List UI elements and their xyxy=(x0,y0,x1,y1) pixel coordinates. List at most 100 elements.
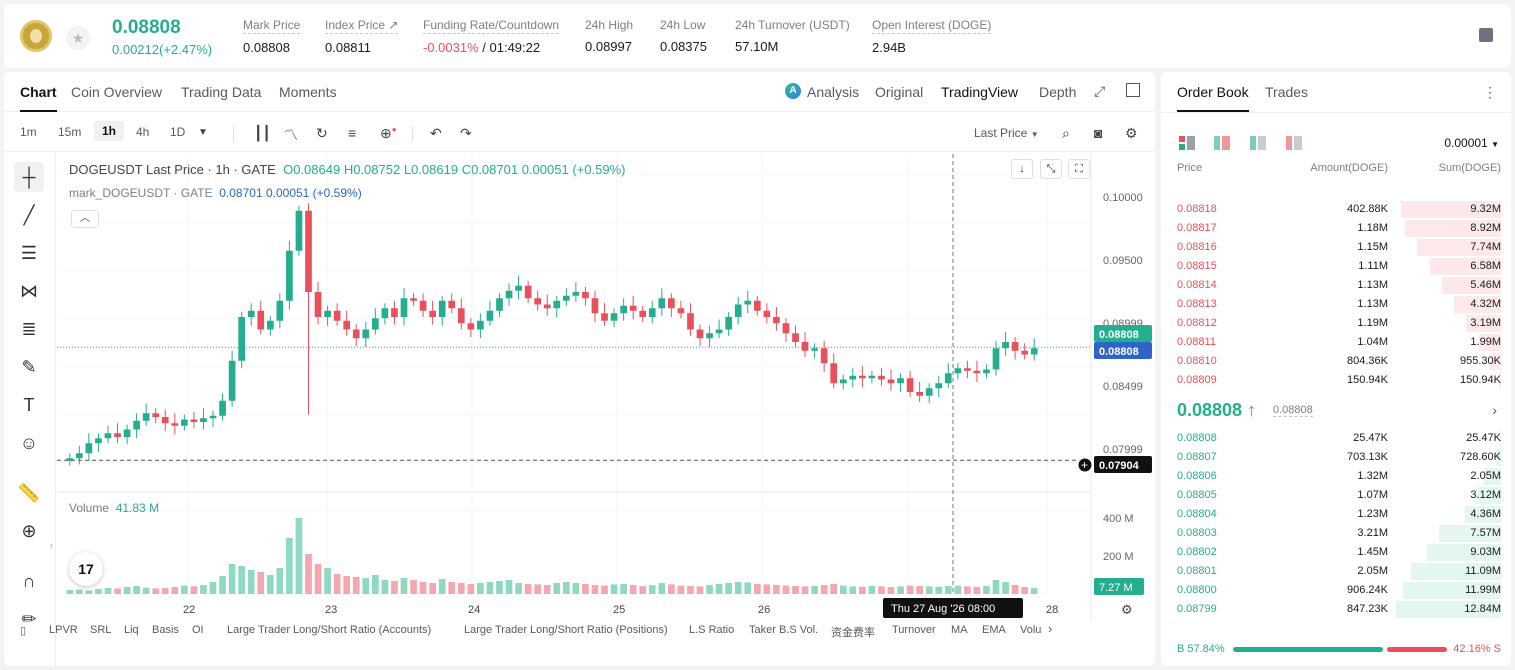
ask-row[interactable]: 0.08810 804.36K 955.30K xyxy=(1161,352,1511,371)
window-icon[interactable] xyxy=(1126,83,1140,97)
tab-coin-overview[interactable]: Coin Overview xyxy=(71,84,163,100)
templates-icon[interactable]: ≡ xyxy=(348,125,357,141)
bid-row[interactable]: 0.08806 1.32M 2.05M xyxy=(1161,467,1511,486)
ask-row[interactable]: 0.08815 1.11M 6.58M xyxy=(1161,257,1511,276)
text-icon[interactable]: T xyxy=(23,395,35,415)
price-source-select[interactable]: Last Price ▼ xyxy=(974,126,1039,140)
bid-row[interactable]: 0.08799 847.23K 12.84M xyxy=(1161,600,1511,619)
volume-bar xyxy=(983,586,990,594)
replay-icon[interactable]: ↻ xyxy=(316,125,328,141)
collapse-tools-icon[interactable]: ‹ xyxy=(50,540,53,550)
bid-row[interactable]: 0.08805 1.07M 3.12M xyxy=(1161,486,1511,505)
bid-row[interactable]: 0.08807 703.13K 728.60K xyxy=(1161,448,1511,467)
candle xyxy=(925,388,933,396)
expand-icon[interactable]: ⤢ xyxy=(1094,83,1106,99)
collapse-legend-button[interactable]: ︿ xyxy=(71,210,99,228)
timeframe-dropdown-icon[interactable]: ▼ xyxy=(198,127,208,138)
bid-row[interactable]: 0.08802 1.45M 9.03M xyxy=(1161,543,1511,562)
timeframe-4h[interactable]: 4h xyxy=(136,125,150,139)
tab-tradingview[interactable]: TradingView xyxy=(941,84,1019,100)
candle-type-icon[interactable]: ┃┃ xyxy=(254,125,271,141)
indicator-tab[interactable]: Volu xyxy=(1020,624,1042,636)
ruler-icon[interactable]: 📏 xyxy=(17,483,41,503)
ask-row[interactable]: 0.08818 402.88K 9.32M xyxy=(1161,200,1511,219)
tab-order-book[interactable]: Order Book xyxy=(1177,84,1249,112)
book-icon[interactable] xyxy=(1479,28,1493,42)
timeframe-15m[interactable]: 15m xyxy=(58,125,82,139)
magnet-icon[interactable]: ∩ xyxy=(22,571,36,591)
redo-icon[interactable]: ↷ xyxy=(460,125,472,141)
bid-row[interactable]: 0.08800 906.24K 11.99M xyxy=(1161,581,1511,600)
indicators-icon[interactable]: 〽 xyxy=(284,127,298,143)
indicator-tab[interactable]: L.S Ratio xyxy=(689,624,735,636)
indicator-tab[interactable]: OI xyxy=(192,624,204,636)
undo-icon[interactable]: ↶ xyxy=(430,125,442,141)
tradingview-logo[interactable]: 17 xyxy=(69,552,103,586)
layout-both-icon[interactable] xyxy=(1179,136,1195,150)
bid-row[interactable]: 0.08803 3.21M 7.57M xyxy=(1161,524,1511,543)
volume-bar xyxy=(878,586,885,594)
indicator-tab[interactable]: SRL xyxy=(90,624,112,636)
settings-gear-icon[interactable]: ⚙ xyxy=(1125,125,1138,141)
indicator-tab[interactable]: Taker B.S Vol. xyxy=(749,624,819,636)
emoji-icon[interactable]: ☺ xyxy=(19,433,39,453)
indicator-tab[interactable]: Liq xyxy=(124,624,139,636)
bid-row[interactable]: 0.08801 2.05M 11.09M xyxy=(1161,562,1511,581)
candlestick-chart[interactable]: 0.100000.095000.089990.084990.079990.088… xyxy=(57,154,1155,620)
indicator-tab[interactable]: EMA xyxy=(982,624,1006,636)
tab-original[interactable]: Original xyxy=(875,84,924,100)
trend-line-icon[interactable]: ╱ xyxy=(23,205,35,225)
indicator-tab[interactable]: Turnover xyxy=(892,624,936,636)
layout-bids-icon[interactable] xyxy=(1250,136,1266,150)
indicator-tab[interactable]: Large Trader Long/Short Ratio (Positions… xyxy=(464,624,668,636)
bookmark-icon[interactable]: ▯ xyxy=(20,625,27,637)
ask-row[interactable]: 0.08816 1.15M 7.74M xyxy=(1161,238,1511,257)
indicator-tab[interactable]: 资金费率 xyxy=(831,627,875,639)
add-alert-icon[interactable]: ⊕● xyxy=(380,125,397,141)
tab-analysis[interactable]: Analysis xyxy=(807,84,860,100)
candle xyxy=(123,429,131,437)
bid-row[interactable]: 0.08808 25.47K 25.47K xyxy=(1161,429,1511,448)
tab-chart[interactable]: Chart xyxy=(20,84,57,112)
zoom-in-icon[interactable]: ⊕ xyxy=(21,521,37,541)
tab-trading-data[interactable]: Trading Data xyxy=(181,84,262,100)
brush-icon[interactable]: ✎ xyxy=(21,357,37,377)
chevron-right-icon[interactable]: › xyxy=(1048,621,1053,636)
ask-row[interactable]: 0.08814 1.13M 5.46M xyxy=(1161,276,1511,295)
timeframe-1d[interactable]: 1D xyxy=(170,125,186,139)
search-icon[interactable]: ⌕ xyxy=(1062,125,1070,141)
crosshair-icon[interactable]: ┼ xyxy=(14,162,44,192)
camera-icon[interactable]: ◙ xyxy=(1094,125,1103,141)
indicator-tab[interactable]: Large Trader Long/Short Ratio (Accounts) xyxy=(227,624,432,636)
ask-row[interactable]: 0.08817 1.18M 8.92M xyxy=(1161,219,1511,238)
indicator-tab[interactable]: LPVR xyxy=(49,624,78,636)
indicator-tab[interactable]: MA xyxy=(951,624,968,636)
bid-row[interactable]: 0.08804 1.23M 4.36M xyxy=(1161,505,1511,524)
more-options-icon[interactable]: ⋮ xyxy=(1483,84,1497,100)
pencil-icon[interactable]: ✏ xyxy=(21,609,37,629)
timeframe-1h[interactable]: 1h xyxy=(94,121,125,141)
fib-retracement-icon[interactable]: ≣ xyxy=(21,319,37,339)
fullscreen-icon[interactable]: ⛶ xyxy=(1068,159,1090,179)
collapse-icon[interactable]: ⤡ xyxy=(1040,159,1062,179)
layout-asks-icon[interactable] xyxy=(1286,136,1302,150)
stat-index-price[interactable]: Index Price ↗ 0.08811 xyxy=(325,18,399,55)
ask-row[interactable]: 0.08809 150.94K 150.94K xyxy=(1161,371,1511,390)
price-chart-area[interactable]: 0.10000 0.09500 0.08999 0.08499 0.07999 0.088… xyxy=(57,154,1155,666)
path-tool-icon[interactable]: ⋈ xyxy=(20,281,38,301)
ask-row[interactable]: 0.08811 1.04M 1.99M xyxy=(1161,333,1511,352)
precision-select[interactable]: 0.00001 ▼ xyxy=(1444,136,1499,150)
layout-bids-asks-icon[interactable] xyxy=(1214,136,1230,150)
chevron-right-icon[interactable]: › xyxy=(1492,402,1497,418)
horizontal-lines-icon[interactable]: ☰ xyxy=(20,243,38,263)
tab-moments[interactable]: Moments xyxy=(279,84,337,100)
tab-depth[interactable]: Depth xyxy=(1039,84,1077,100)
volume-bar xyxy=(333,574,341,594)
ask-row[interactable]: 0.08813 1.13M 4.32M xyxy=(1161,295,1511,314)
scroll-down-icon[interactable]: ↓ xyxy=(1011,159,1033,179)
favorite-star-icon[interactable]: ★ xyxy=(66,26,90,50)
tab-trades[interactable]: Trades xyxy=(1265,84,1309,100)
indicator-tab[interactable]: Basis xyxy=(152,624,179,636)
ask-row[interactable]: 0.08812 1.19M 3.19M xyxy=(1161,314,1511,333)
timeframe-1m[interactable]: 1m xyxy=(20,125,37,139)
